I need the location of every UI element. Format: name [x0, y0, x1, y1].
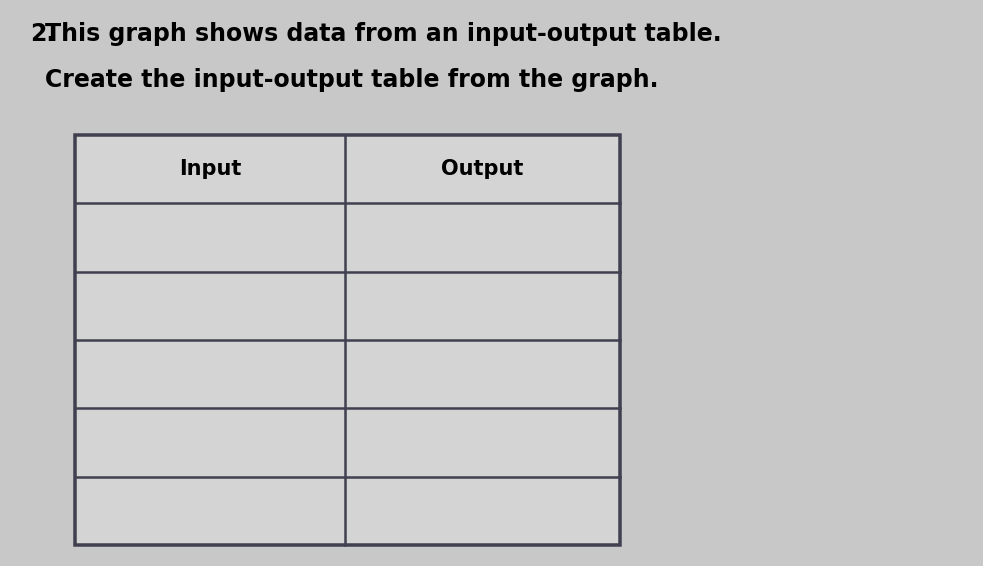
Text: Output: Output — [441, 159, 524, 179]
Text: This graph shows data from an input-output table.: This graph shows data from an input-outp… — [45, 22, 722, 46]
Text: Create the input-output table from the graph.: Create the input-output table from the g… — [45, 68, 659, 92]
Text: 2.: 2. — [30, 22, 55, 46]
Text: Input: Input — [179, 159, 241, 179]
